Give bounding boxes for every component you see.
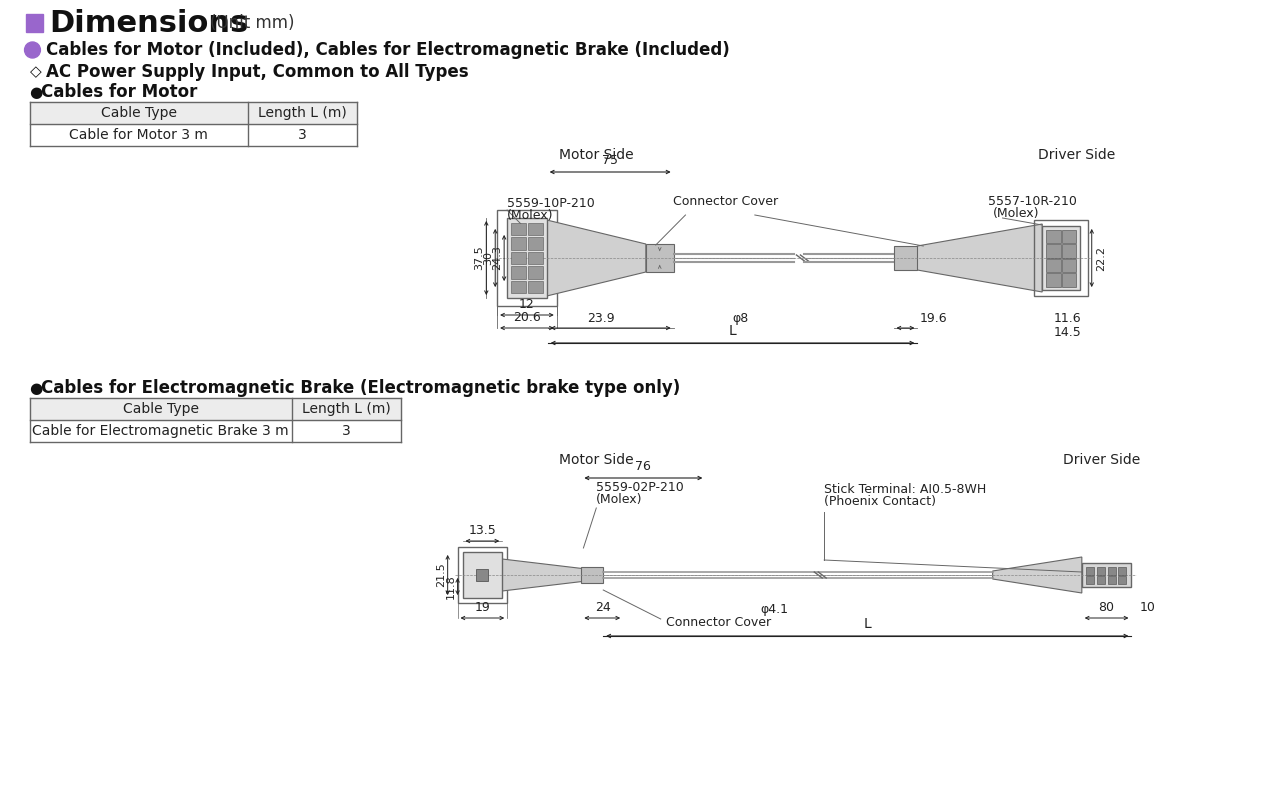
Text: Connector Cover: Connector Cover <box>666 615 771 629</box>
Text: φ8: φ8 <box>733 312 749 324</box>
Bar <box>1107 567 1115 575</box>
Bar <box>1119 567 1126 575</box>
Text: Driver Side: Driver Side <box>1062 453 1140 467</box>
Text: 20.6: 20.6 <box>513 311 541 324</box>
Text: Cable Type: Cable Type <box>123 402 198 416</box>
Text: 13.5: 13.5 <box>468 524 497 537</box>
Text: 14.5: 14.5 <box>1053 325 1082 339</box>
Bar <box>511 252 526 264</box>
Bar <box>1097 576 1105 584</box>
Text: 80: 80 <box>1098 601 1115 614</box>
Bar <box>527 266 543 278</box>
Bar <box>1119 576 1126 584</box>
Bar <box>511 281 526 293</box>
Text: L: L <box>728 324 736 338</box>
Bar <box>29 102 357 124</box>
Circle shape <box>24 42 41 58</box>
Bar <box>29 398 401 420</box>
Bar <box>1061 273 1076 286</box>
Bar <box>1046 273 1061 286</box>
Polygon shape <box>918 224 1042 292</box>
Bar <box>1046 230 1061 243</box>
Bar <box>527 223 543 235</box>
Bar <box>1107 576 1115 584</box>
Text: Cables for Electromagnetic Brake (Electromagnetic brake type only): Cables for Electromagnetic Brake (Electr… <box>41 379 681 397</box>
Text: 30: 30 <box>484 251 493 265</box>
Text: (Molex): (Molex) <box>596 493 643 506</box>
Text: Motor Side: Motor Side <box>559 148 634 162</box>
Text: 24.3: 24.3 <box>493 246 502 270</box>
Text: 11.8: 11.8 <box>445 574 456 599</box>
Text: Length L (m): Length L (m) <box>302 402 390 416</box>
Text: 3: 3 <box>342 424 351 438</box>
Polygon shape <box>502 559 586 591</box>
Bar <box>1097 567 1105 575</box>
Bar <box>1042 226 1080 290</box>
Bar <box>527 281 543 293</box>
Text: Motor Side: Motor Side <box>559 453 634 467</box>
Text: Length L (m): Length L (m) <box>257 106 347 120</box>
Text: 10: 10 <box>1139 601 1155 614</box>
Text: 5559-02P-210: 5559-02P-210 <box>596 481 684 494</box>
Text: 11.6: 11.6 <box>1053 312 1082 324</box>
Text: (Molex): (Molex) <box>993 207 1039 220</box>
Text: Cable for Motor 3 m: Cable for Motor 3 m <box>69 128 207 142</box>
Text: 19.6: 19.6 <box>919 312 947 324</box>
Bar <box>1085 567 1093 575</box>
Text: Driver Side: Driver Side <box>1038 148 1115 162</box>
Bar <box>511 223 526 235</box>
Text: Connector Cover: Connector Cover <box>672 195 778 208</box>
Bar <box>581 567 603 583</box>
Bar <box>527 252 543 264</box>
Text: 75: 75 <box>602 154 618 167</box>
Text: φ4.1: φ4.1 <box>760 603 788 616</box>
Text: Cables for Motor: Cables for Motor <box>41 83 198 101</box>
Bar <box>1061 258 1076 272</box>
Bar <box>1061 230 1076 243</box>
Bar <box>497 210 557 306</box>
Polygon shape <box>993 557 1082 593</box>
Bar <box>462 552 502 598</box>
Text: 5557-10R-210: 5557-10R-210 <box>988 195 1076 208</box>
Bar <box>511 266 526 278</box>
Text: ◇: ◇ <box>29 64 41 80</box>
Bar <box>26 14 44 32</box>
Text: 3: 3 <box>298 128 306 142</box>
Text: Cable for Electromagnetic Brake 3 m: Cable for Electromagnetic Brake 3 m <box>32 424 289 438</box>
Text: (Unit mm): (Unit mm) <box>210 14 294 32</box>
Text: Cables for Motor (Included), Cables for Electromagnetic Brake (Included): Cables for Motor (Included), Cables for … <box>46 41 730 59</box>
Text: L: L <box>864 617 872 631</box>
Bar <box>507 218 547 298</box>
Bar <box>476 569 488 581</box>
Bar <box>1046 258 1061 272</box>
Bar <box>1085 576 1093 584</box>
Text: Cable Type: Cable Type <box>101 106 177 120</box>
Text: 76: 76 <box>635 460 650 473</box>
Bar <box>1034 220 1088 296</box>
Text: 21.5: 21.5 <box>435 563 445 588</box>
Bar <box>511 238 526 250</box>
Bar <box>1046 244 1061 258</box>
Bar <box>527 238 543 250</box>
Bar <box>457 547 507 603</box>
Text: ●: ● <box>29 84 42 99</box>
Bar <box>893 246 918 270</box>
Text: Stick Terminal: AI0.5-8WH: Stick Terminal: AI0.5-8WH <box>824 483 987 496</box>
Text: ●: ● <box>29 381 42 395</box>
Text: 19: 19 <box>475 601 490 614</box>
Text: Dimensions: Dimensions <box>50 9 248 37</box>
Polygon shape <box>547 220 646 296</box>
Bar <box>646 244 673 272</box>
Text: 12: 12 <box>520 298 535 311</box>
Text: 23.9: 23.9 <box>588 312 616 324</box>
Text: AC Power Supply Input, Common to All Types: AC Power Supply Input, Common to All Typ… <box>46 63 468 81</box>
Text: 22.2: 22.2 <box>1096 246 1106 270</box>
Text: (Phoenix Contact): (Phoenix Contact) <box>824 495 936 508</box>
Bar <box>1082 563 1132 587</box>
Text: 5559-10P-210: 5559-10P-210 <box>507 197 595 210</box>
Text: 37.5: 37.5 <box>475 246 484 270</box>
Text: 24: 24 <box>595 601 611 614</box>
Bar <box>1061 244 1076 258</box>
Text: (Molex): (Molex) <box>507 209 554 222</box>
